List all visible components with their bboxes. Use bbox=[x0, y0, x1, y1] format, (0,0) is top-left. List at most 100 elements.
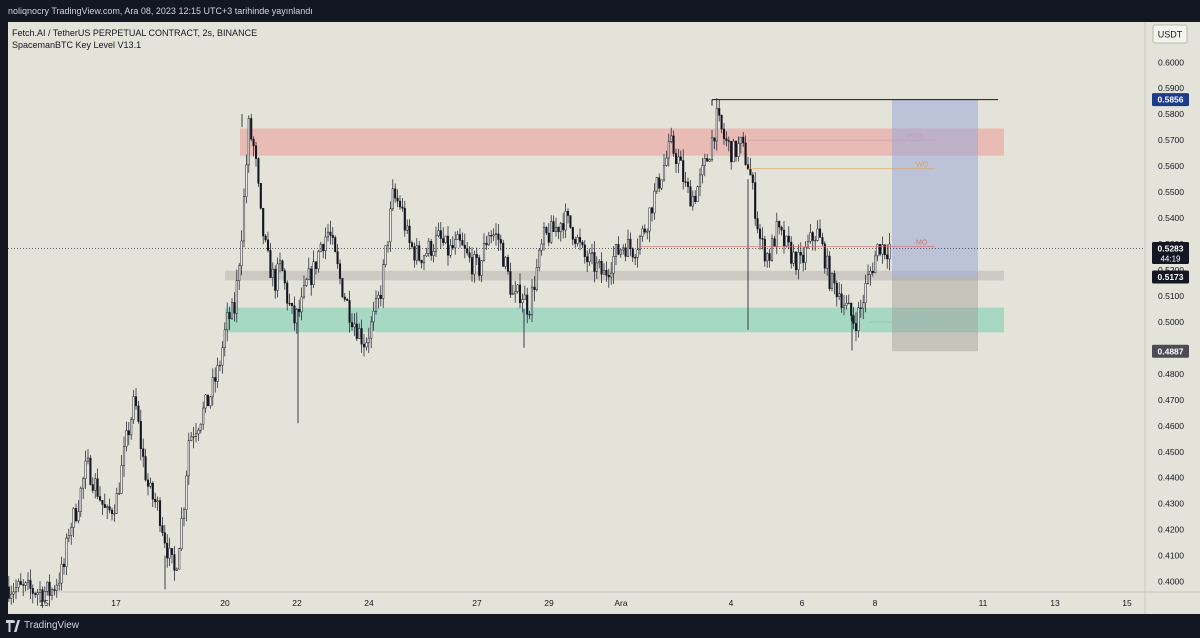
candle bbox=[98, 486, 102, 502]
candle-body bbox=[869, 270, 872, 275]
price-label-box[interactable] bbox=[1152, 93, 1189, 107]
candle bbox=[401, 197, 404, 212]
zone-supply bbox=[240, 128, 1004, 156]
candle bbox=[413, 242, 416, 268]
y-tick-label: 0.5600 bbox=[1158, 161, 1184, 171]
candle-body bbox=[550, 221, 553, 243]
candle bbox=[187, 432, 190, 485]
y-tick-label: 0.4100 bbox=[1158, 551, 1184, 561]
candle bbox=[658, 173, 661, 193]
candle-body bbox=[26, 579, 30, 583]
candle bbox=[82, 476, 85, 499]
candle-body bbox=[358, 328, 361, 339]
candle bbox=[847, 294, 850, 305]
candle bbox=[7, 576, 10, 602]
price-label: 0.4887 bbox=[1158, 346, 1184, 356]
candle-body bbox=[185, 475, 188, 510]
candle bbox=[302, 275, 306, 300]
candle-body bbox=[322, 244, 325, 252]
candle-body bbox=[173, 554, 176, 571]
candle bbox=[674, 148, 678, 173]
candle bbox=[77, 500, 80, 524]
candle bbox=[490, 230, 493, 244]
x-tick-label: 6 bbox=[800, 598, 805, 608]
candle-body bbox=[415, 245, 418, 261]
candle bbox=[821, 232, 824, 246]
candle bbox=[713, 137, 716, 150]
candle-body bbox=[12, 591, 15, 595]
candle-body bbox=[91, 484, 94, 491]
level-label-mo: MO bbox=[916, 240, 928, 247]
candle bbox=[583, 240, 586, 264]
candle-body bbox=[307, 268, 310, 280]
price-label-box[interactable] bbox=[1152, 270, 1189, 284]
candle-body bbox=[775, 221, 778, 247]
price-label-box[interactable] bbox=[1152, 344, 1189, 358]
candle bbox=[238, 263, 241, 290]
candle bbox=[722, 122, 726, 145]
candle-body bbox=[792, 251, 795, 264]
candle bbox=[322, 243, 325, 259]
candle-body bbox=[545, 227, 548, 234]
zone-demand bbox=[225, 307, 1004, 333]
candle-body bbox=[398, 200, 402, 208]
candle-body bbox=[761, 238, 764, 240]
candle bbox=[74, 503, 78, 523]
candle bbox=[540, 239, 543, 256]
candle-body bbox=[876, 244, 879, 257]
candle-body bbox=[197, 429, 200, 435]
candle bbox=[194, 423, 198, 443]
currency-label[interactable]: USDT bbox=[1158, 30, 1183, 40]
candle-body bbox=[379, 294, 382, 299]
candle bbox=[708, 158, 711, 162]
x-tick-label: 22 bbox=[292, 598, 302, 608]
candle bbox=[96, 468, 99, 500]
candle bbox=[518, 273, 522, 309]
x-tick-label: 11 bbox=[979, 598, 988, 608]
candle bbox=[559, 221, 562, 242]
candle bbox=[305, 277, 308, 288]
candle bbox=[840, 284, 843, 313]
candle-body bbox=[478, 257, 481, 276]
candle bbox=[132, 390, 135, 424]
candle-body bbox=[271, 268, 274, 278]
candle bbox=[785, 235, 788, 248]
price-label-box[interactable] bbox=[1152, 241, 1189, 264]
candle bbox=[478, 254, 481, 281]
candle-body bbox=[660, 179, 663, 189]
candle-body bbox=[101, 499, 104, 505]
candle bbox=[871, 262, 874, 277]
candle-body bbox=[811, 232, 814, 241]
y-tick-label: 0.4500 bbox=[1158, 447, 1184, 457]
candle bbox=[314, 261, 318, 275]
candle bbox=[43, 586, 46, 604]
bar-countdown: 44:19 bbox=[1160, 254, 1181, 263]
candle bbox=[46, 581, 49, 596]
candle bbox=[516, 284, 519, 294]
position-stop-area[interactable] bbox=[892, 277, 978, 352]
candle bbox=[794, 250, 798, 275]
candle-body bbox=[269, 250, 272, 278]
candle bbox=[614, 243, 618, 266]
candle bbox=[888, 233, 891, 271]
candle bbox=[521, 293, 524, 313]
tradingview-logo-icon bbox=[6, 620, 20, 632]
candle bbox=[329, 220, 332, 245]
candle bbox=[250, 113, 253, 142]
candle bbox=[458, 228, 462, 248]
candle-body bbox=[828, 255, 831, 289]
candle bbox=[511, 284, 514, 295]
y-tick-label: 0.6000 bbox=[1158, 57, 1184, 67]
candle bbox=[432, 244, 435, 263]
candle-body bbox=[722, 128, 726, 139]
candle bbox=[156, 496, 159, 511]
candle-body bbox=[178, 548, 181, 570]
position-target-area[interactable] bbox=[892, 99, 978, 278]
candle-body bbox=[295, 308, 298, 324]
candle-body bbox=[170, 548, 174, 555]
candle bbox=[797, 244, 800, 280]
candle-body bbox=[607, 274, 610, 278]
candle bbox=[569, 215, 572, 229]
candle-body bbox=[377, 294, 380, 299]
